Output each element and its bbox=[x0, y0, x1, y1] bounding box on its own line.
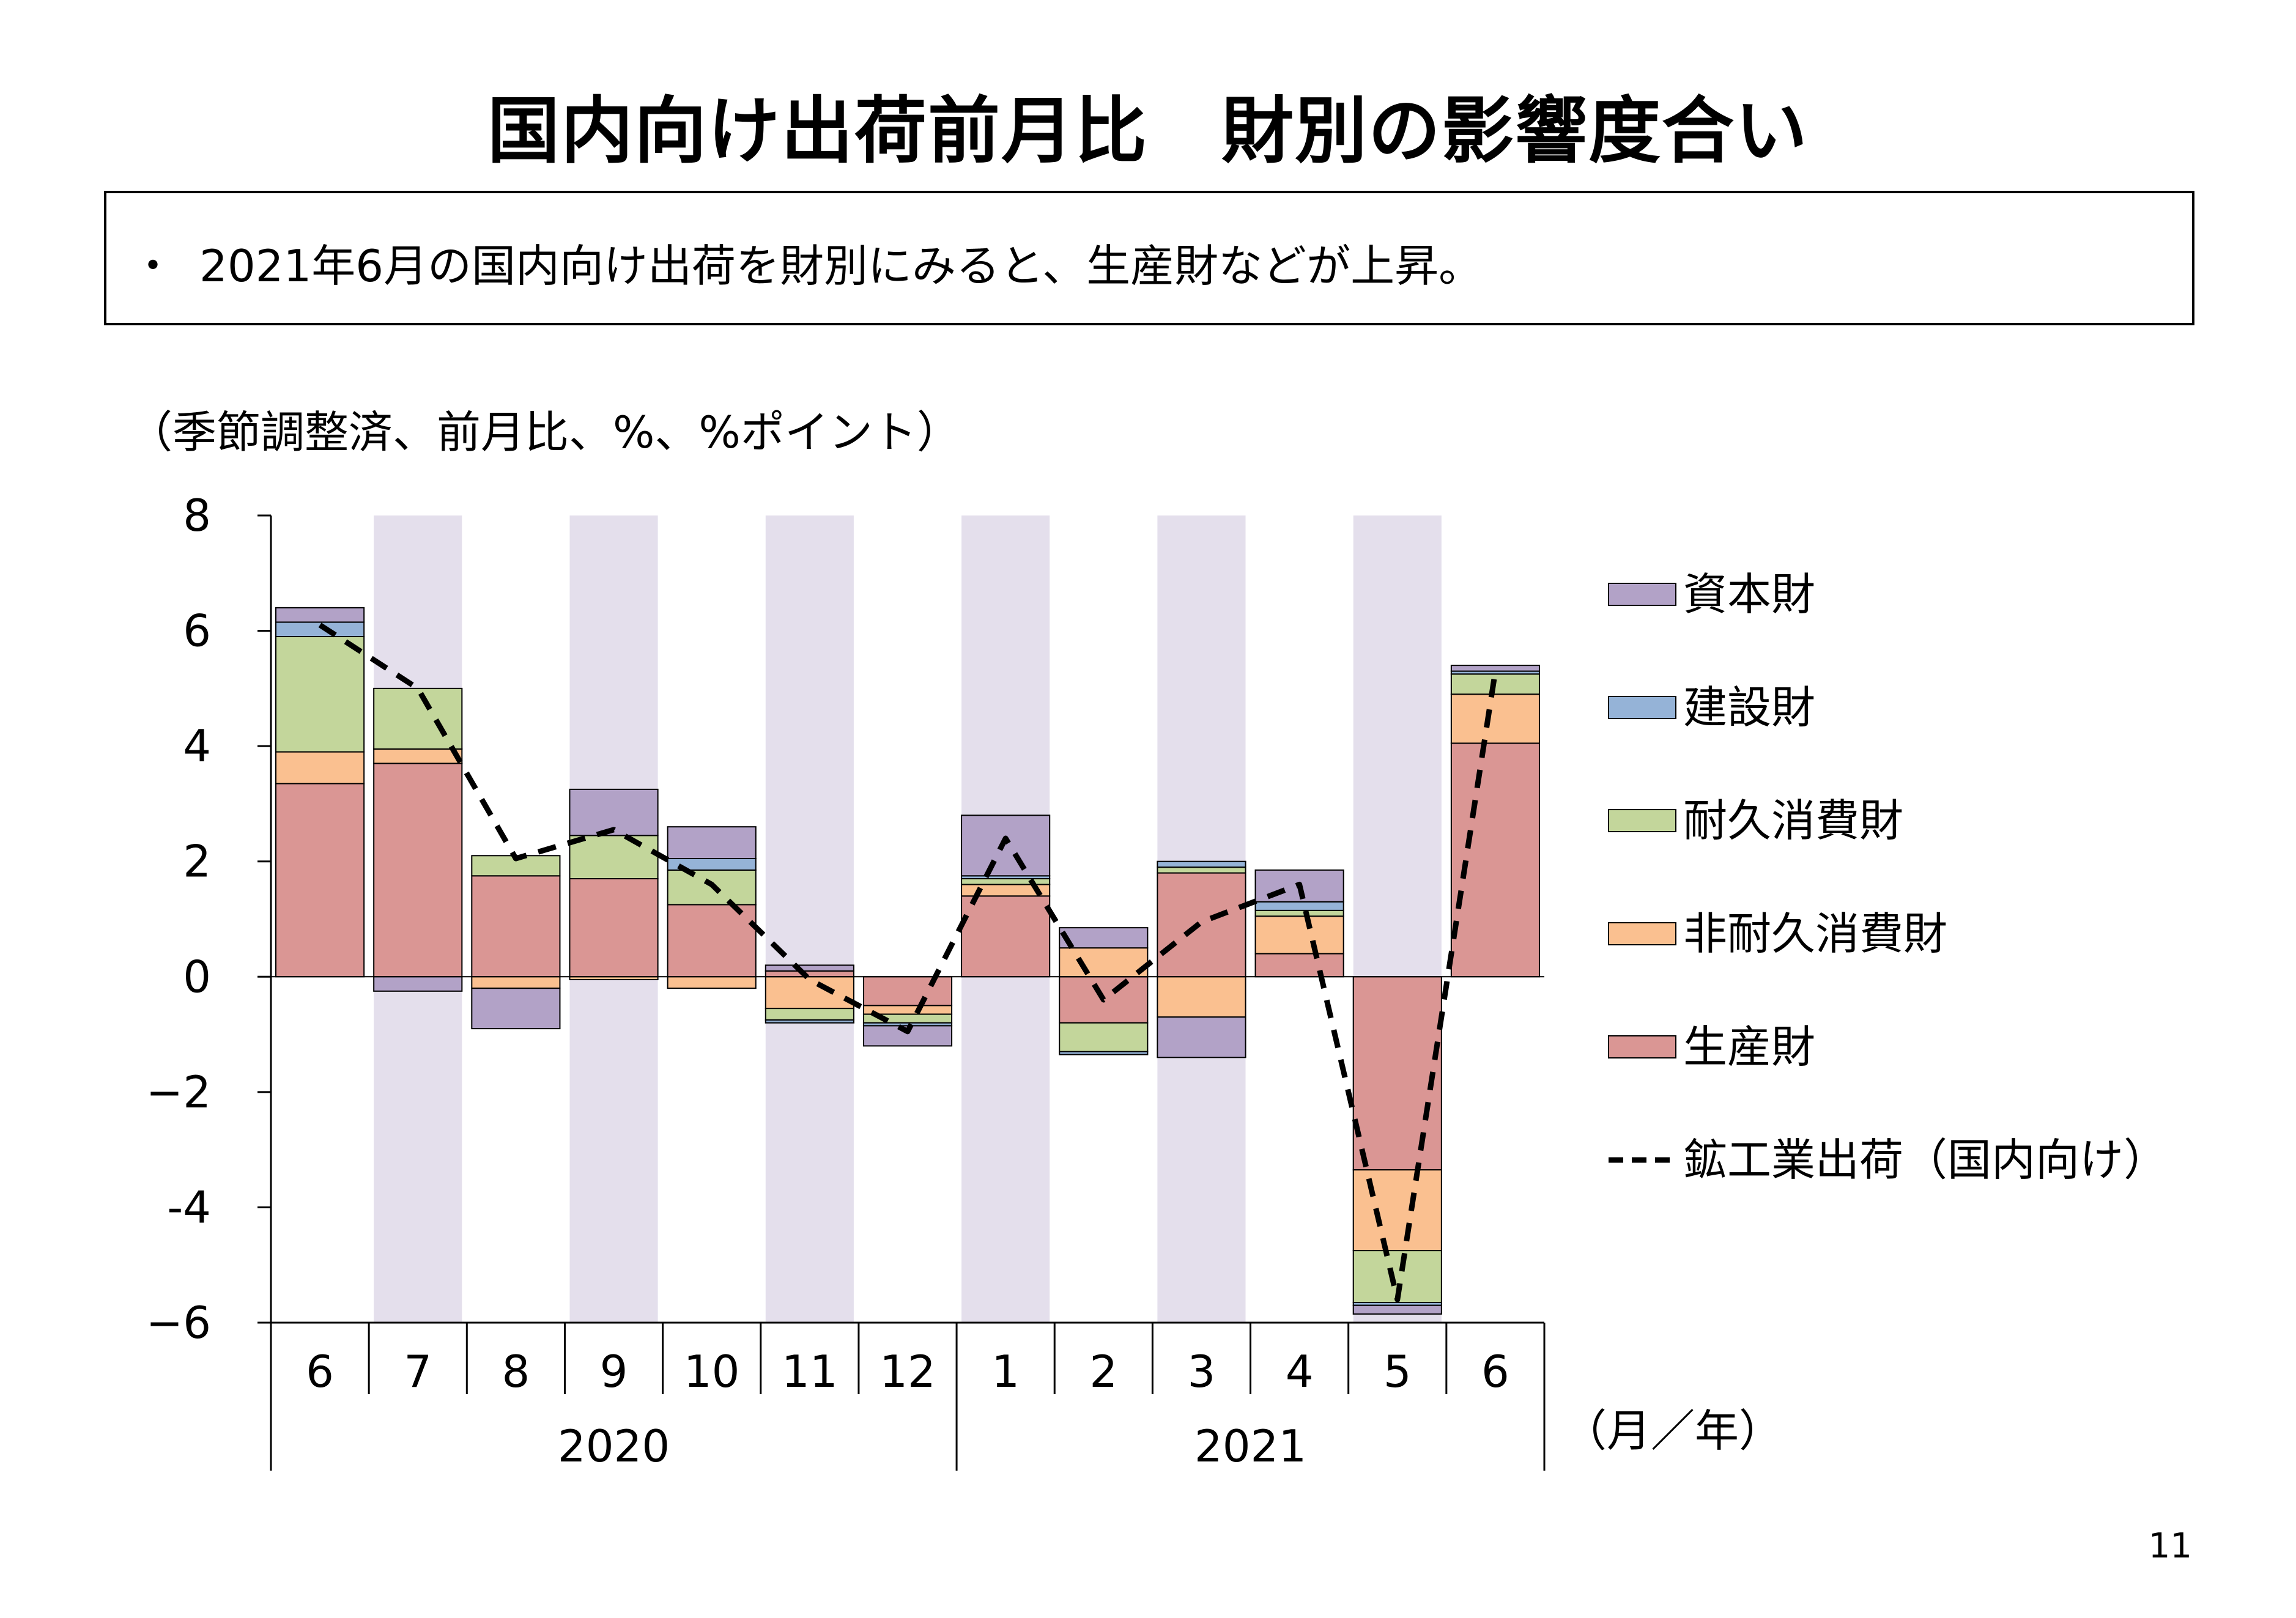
legend-swatch-0 bbox=[1608, 583, 1676, 606]
bar-segment-2-3 bbox=[569, 835, 659, 880]
bar-segment-0-10 bbox=[1254, 953, 1344, 978]
y-tick-label-2: 4 bbox=[183, 720, 211, 772]
bar-segment-4-9 bbox=[1157, 1016, 1246, 1058]
bar-segment-4-8 bbox=[1059, 927, 1149, 949]
legend-swatch-3 bbox=[1608, 922, 1676, 945]
bar-segment-1-11 bbox=[1352, 1169, 1442, 1252]
y-tick-label-6: -4 bbox=[167, 1181, 211, 1233]
bar-segment-3-0 bbox=[275, 621, 365, 638]
summary-box: ・ 2021年6月の国内向け出荷を財別にみると、生産財などが上昇。 bbox=[104, 191, 2194, 325]
bar-segment-0-0 bbox=[275, 783, 365, 978]
x-tick-label-11: 5 bbox=[1383, 1346, 1412, 1397]
bar-segment-2-0 bbox=[275, 636, 365, 753]
bar-segment-1-0 bbox=[275, 751, 365, 785]
x-axis-unit-label: （月／年） bbox=[1563, 1405, 1783, 1457]
bullet-mark: ・ bbox=[131, 240, 176, 292]
x-tick-label-5: 11 bbox=[782, 1346, 838, 1397]
bar-segment-3-9 bbox=[1157, 860, 1246, 868]
x-tick-label-3: 9 bbox=[600, 1346, 628, 1397]
y-tick-label-0: 8 bbox=[183, 490, 211, 541]
x-tick-label-2: 8 bbox=[502, 1346, 530, 1397]
bar-segment-3-8 bbox=[1059, 1051, 1149, 1055]
bar-segment-0-5 bbox=[765, 970, 854, 978]
legend-swatch-4 bbox=[1608, 1035, 1676, 1058]
summary-sentence: 2021年6月の国内向け出荷を財別にみると、生産財などが上昇。 bbox=[199, 240, 1483, 292]
line-series-total bbox=[318, 622, 1498, 1302]
bar-segment-1-2 bbox=[471, 976, 561, 989]
shade-band-5 bbox=[765, 515, 854, 1323]
bar-segment-4-5 bbox=[765, 964, 854, 972]
x-tick-label-7: 1 bbox=[991, 1346, 1020, 1397]
bar-segment-0-4 bbox=[667, 904, 757, 978]
bar-segment-2-1 bbox=[373, 687, 463, 750]
y-tick-label-3: 2 bbox=[183, 836, 211, 887]
bar-segment-2-8 bbox=[1059, 1022, 1149, 1052]
bar-segment-3-5 bbox=[765, 1019, 854, 1024]
bar-segment-0-12 bbox=[1450, 742, 1540, 978]
bar-segment-1-4 bbox=[667, 976, 757, 989]
y-tick-label-7: −6 bbox=[146, 1297, 211, 1348]
page-title: 国内向け出荷前月比 財別の影響度合い bbox=[487, 89, 1809, 173]
bar-segment-4-0 bbox=[275, 607, 365, 623]
page-number: 11 bbox=[2148, 1526, 2192, 1566]
x-tick-label-6: 12 bbox=[880, 1346, 936, 1397]
bar-segment-4-7 bbox=[961, 815, 1051, 877]
unit-note: （季節調整済、前月比、%、%ポイント） bbox=[128, 407, 961, 458]
y-tick-label-5: −2 bbox=[146, 1066, 211, 1118]
legend-label-3: 非耐久消費財 bbox=[1683, 908, 1947, 959]
x-tick-label-8: 2 bbox=[1089, 1346, 1117, 1397]
bar-segment-4-1 bbox=[373, 976, 463, 992]
x-tick-label-10: 4 bbox=[1286, 1346, 1314, 1397]
bar-segment-3-10 bbox=[1254, 901, 1344, 911]
x-tick-label-0: 6 bbox=[306, 1346, 334, 1397]
bar-segment-1-10 bbox=[1254, 915, 1344, 955]
bar-segment-4-2 bbox=[471, 988, 561, 1030]
legend-label-1: 建設財 bbox=[1683, 682, 1815, 733]
bar-segment-4-4 bbox=[667, 826, 757, 859]
x-tick-label-12: 6 bbox=[1481, 1346, 1509, 1397]
bar-segment-0-11 bbox=[1352, 976, 1442, 1171]
legend-label-5: 鉱工業出荷（国内向け） bbox=[1683, 1134, 2168, 1186]
bar-segment-1-12 bbox=[1450, 693, 1540, 744]
bar-segment-2-9 bbox=[1157, 866, 1246, 874]
y-tick-label-1: 6 bbox=[183, 605, 211, 657]
bar-segment-1-5 bbox=[765, 976, 854, 1010]
bar-segment-0-3 bbox=[569, 878, 659, 978]
bar-segment-4-12 bbox=[1450, 665, 1540, 672]
bar-segment-1-9 bbox=[1157, 976, 1246, 1018]
bar-segment-0-2 bbox=[471, 875, 561, 978]
x-tick-label-9: 3 bbox=[1188, 1346, 1216, 1397]
legend-label-0: 資本財 bbox=[1683, 569, 1815, 620]
bar-segment-0-9 bbox=[1157, 872, 1246, 978]
bar-segment-2-5 bbox=[765, 1008, 854, 1021]
y-tick-label-4: 0 bbox=[183, 951, 211, 1002]
legend-swatch-1 bbox=[1608, 696, 1676, 719]
bar-segment-1-1 bbox=[373, 748, 463, 764]
bar-segment-2-7 bbox=[961, 878, 1051, 885]
legend-label-2: 耐久消費財 bbox=[1683, 795, 1903, 846]
x-tick-label-4: 10 bbox=[684, 1346, 740, 1397]
legend-swatch-2 bbox=[1608, 809, 1676, 832]
year-label-2020: 2020 bbox=[558, 1420, 670, 1472]
bar-segment-0-1 bbox=[373, 763, 463, 978]
summary-text: ・ 2021年6月の国内向け出荷を財別にみると、生産財などが上昇。 bbox=[131, 230, 1483, 294]
bar-segment-2-10 bbox=[1254, 909, 1344, 917]
year-label-2021: 2021 bbox=[1194, 1420, 1306, 1472]
bar-segment-1-8 bbox=[1059, 947, 1149, 978]
x-tick-label-1: 7 bbox=[404, 1346, 432, 1397]
bar-segment-0-6 bbox=[862, 976, 953, 1007]
bar-segment-0-7 bbox=[961, 895, 1051, 978]
bar-segment-4-11 bbox=[1352, 1304, 1442, 1315]
legend-label-4: 生産財 bbox=[1683, 1021, 1815, 1073]
